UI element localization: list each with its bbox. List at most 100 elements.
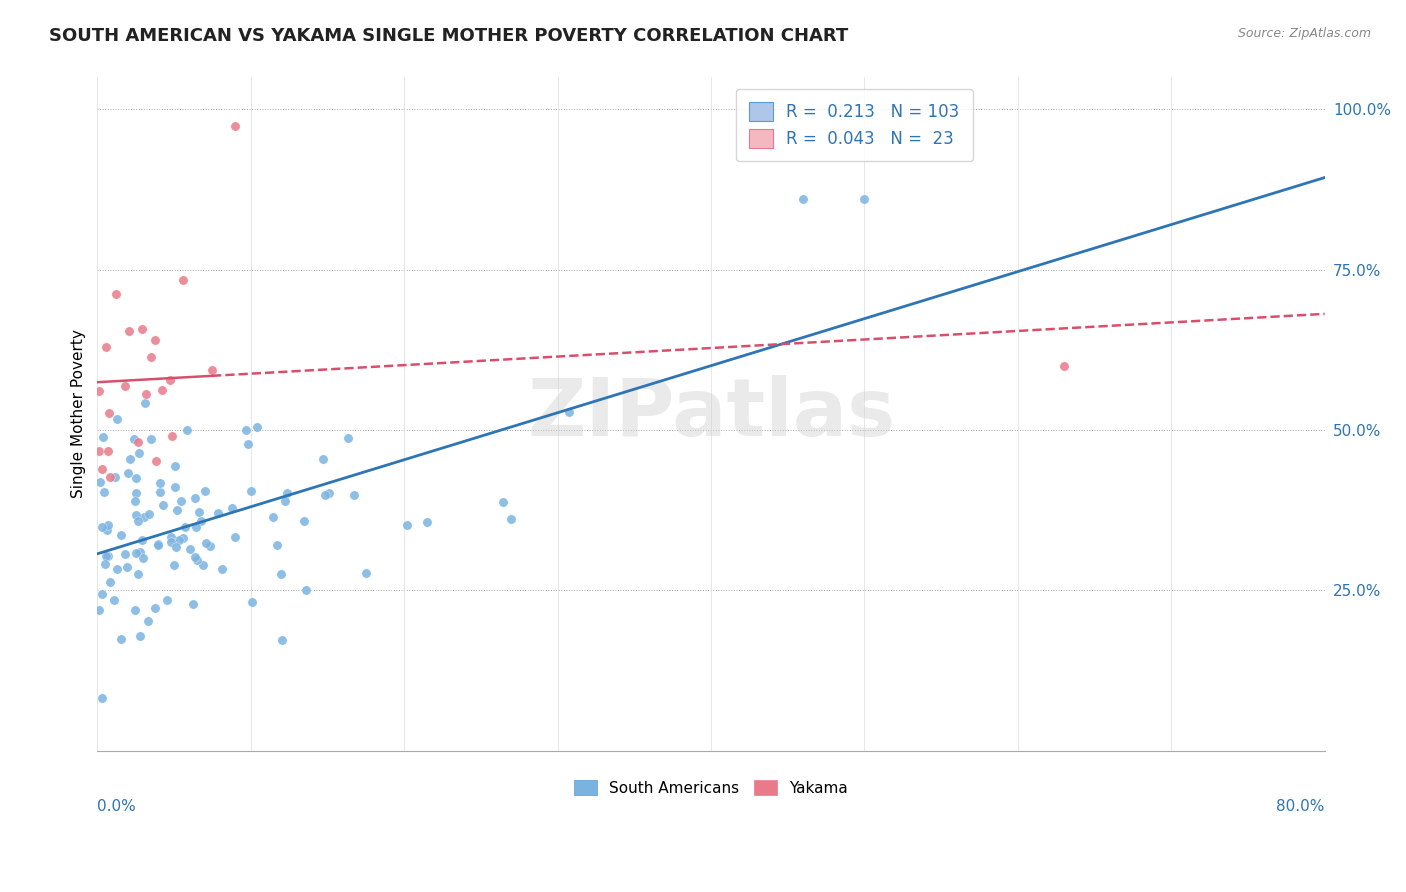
Point bbox=[152, 498, 174, 512]
Point bbox=[159, 373, 181, 387]
Point bbox=[184, 491, 207, 505]
Point bbox=[139, 351, 162, 365]
Point bbox=[131, 533, 153, 548]
Point bbox=[159, 534, 181, 549]
Point bbox=[125, 546, 148, 560]
Point bbox=[172, 273, 194, 287]
Point bbox=[396, 518, 419, 533]
Point bbox=[91, 519, 114, 533]
Point bbox=[91, 462, 114, 476]
Point bbox=[103, 593, 125, 607]
Point bbox=[110, 528, 132, 542]
Point bbox=[190, 514, 212, 528]
Point bbox=[276, 485, 298, 500]
Text: ZIPatlas: ZIPatlas bbox=[527, 375, 896, 453]
Point bbox=[146, 538, 169, 552]
Point bbox=[184, 550, 207, 565]
Point bbox=[150, 383, 173, 397]
Point bbox=[184, 520, 207, 534]
Point bbox=[143, 333, 166, 347]
Point bbox=[166, 502, 188, 516]
Point bbox=[1053, 359, 1076, 373]
Point bbox=[170, 494, 193, 508]
Point bbox=[129, 544, 152, 558]
Text: 80.0%: 80.0% bbox=[1277, 798, 1324, 814]
Point bbox=[125, 471, 148, 485]
Point bbox=[558, 405, 581, 419]
Point bbox=[128, 629, 150, 643]
Point bbox=[292, 514, 315, 528]
Point bbox=[235, 423, 257, 437]
Text: Source: ZipAtlas.com: Source: ZipAtlas.com bbox=[1237, 27, 1371, 40]
Point bbox=[105, 411, 128, 425]
Point bbox=[105, 562, 128, 576]
Point bbox=[336, 431, 359, 445]
Point bbox=[90, 587, 112, 601]
Point bbox=[87, 384, 110, 399]
Y-axis label: Single Mother Poverty: Single Mother Poverty bbox=[72, 329, 86, 499]
Point bbox=[271, 633, 294, 648]
Point bbox=[134, 396, 156, 410]
Point bbox=[145, 454, 167, 468]
Point bbox=[115, 559, 138, 574]
Point bbox=[163, 459, 186, 474]
Point bbox=[792, 192, 814, 206]
Point bbox=[295, 583, 318, 598]
Point bbox=[200, 540, 222, 554]
Point bbox=[174, 519, 197, 533]
Point bbox=[160, 530, 183, 544]
Point bbox=[117, 467, 139, 481]
Point bbox=[128, 446, 150, 460]
Point bbox=[270, 566, 292, 581]
Point bbox=[96, 523, 118, 537]
Point bbox=[91, 430, 114, 444]
Point bbox=[132, 510, 155, 524]
Point bbox=[98, 575, 121, 590]
Point bbox=[318, 485, 340, 500]
Point bbox=[114, 378, 136, 392]
Text: 0.0%: 0.0% bbox=[97, 798, 136, 814]
Point bbox=[415, 516, 437, 530]
Point bbox=[138, 508, 160, 522]
Point bbox=[125, 486, 148, 500]
Point bbox=[114, 547, 136, 561]
Point bbox=[176, 423, 198, 437]
Point bbox=[179, 541, 201, 556]
Point bbox=[145, 600, 167, 615]
Point bbox=[96, 518, 118, 533]
Point bbox=[195, 536, 218, 550]
Point bbox=[314, 488, 336, 502]
Point bbox=[188, 505, 211, 519]
Point bbox=[97, 443, 120, 458]
Point bbox=[239, 483, 262, 498]
Point bbox=[128, 514, 150, 528]
Point bbox=[169, 533, 191, 547]
Point bbox=[194, 483, 217, 498]
Point bbox=[246, 419, 269, 434]
Point bbox=[262, 510, 284, 524]
Legend: South Americans, Yakama: South Americans, Yakama bbox=[567, 772, 856, 804]
Point bbox=[98, 470, 121, 484]
Point bbox=[165, 541, 187, 555]
Point bbox=[186, 553, 208, 567]
Point bbox=[104, 286, 127, 301]
Point bbox=[97, 549, 120, 563]
Point bbox=[354, 566, 377, 580]
Point bbox=[118, 452, 141, 467]
Point bbox=[149, 476, 172, 491]
Point bbox=[211, 562, 233, 576]
Point bbox=[125, 508, 148, 523]
Point bbox=[139, 432, 162, 446]
Point bbox=[94, 340, 117, 354]
Point bbox=[163, 558, 186, 573]
Point bbox=[224, 119, 246, 133]
Point bbox=[181, 597, 204, 611]
Point bbox=[110, 632, 132, 646]
Point bbox=[94, 557, 117, 571]
Point bbox=[853, 192, 876, 206]
Point bbox=[132, 550, 155, 565]
Point bbox=[90, 690, 112, 705]
Point bbox=[135, 387, 157, 401]
Point bbox=[224, 529, 246, 543]
Point bbox=[201, 363, 224, 377]
